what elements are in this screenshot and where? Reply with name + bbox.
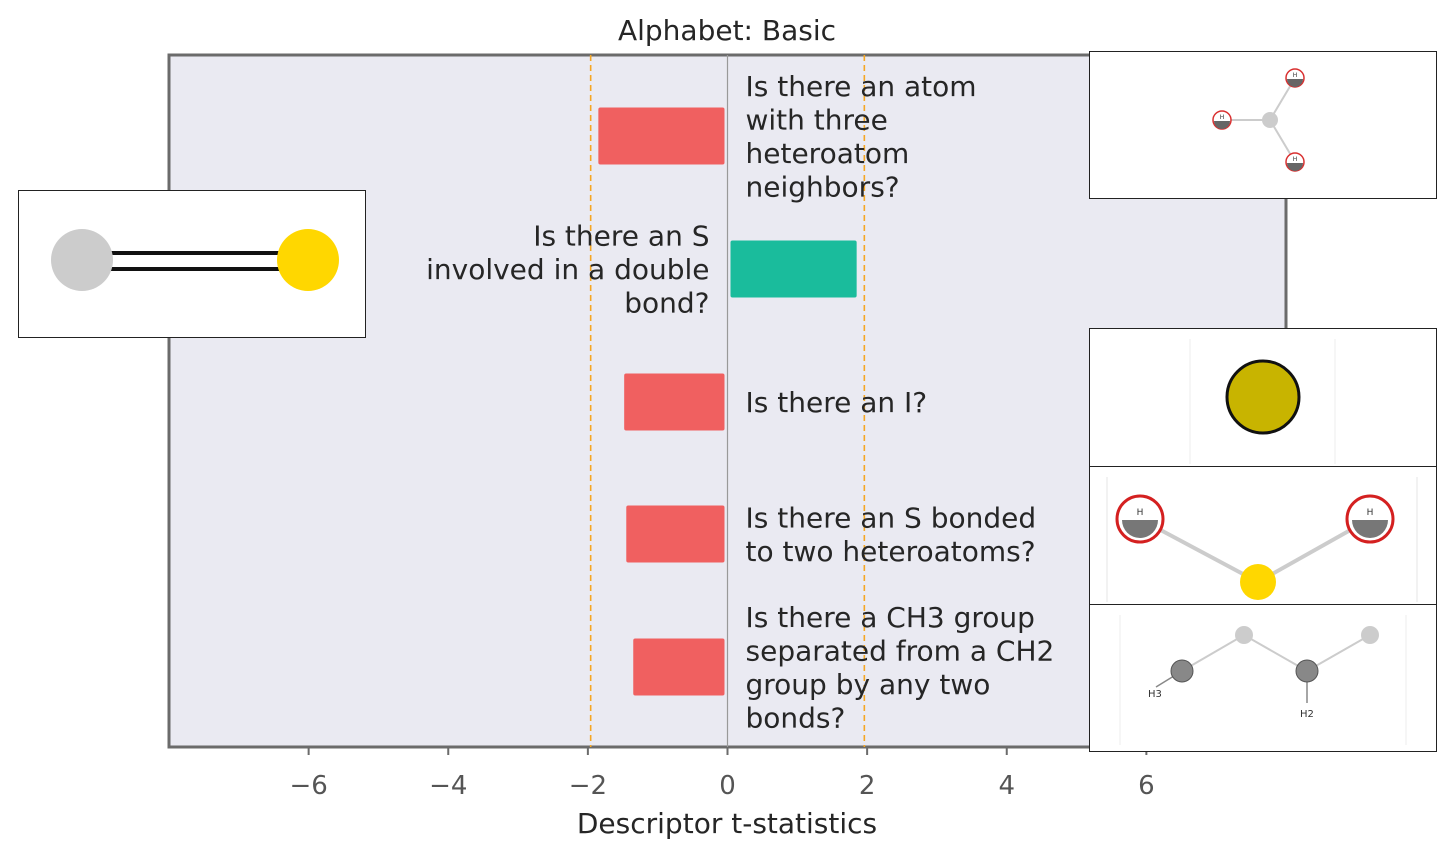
molecule-image-ch3-ch2: H3 H2 [1089,604,1437,752]
x-tick-label: 4 [998,771,1015,801]
h-atom-label: H [1293,72,1298,79]
descriptor-labels-group: Is there an atom with three heteroatom neig… [426,70,1054,735]
h-atom-label: H [1293,156,1298,163]
s-bonded-two-h-icon: H H [1106,477,1418,602]
h2-label: H2 [1300,709,1314,720]
h-atom-label: H [1220,114,1225,121]
chart-title: Alphabet: Basic [618,14,836,47]
significance-lines [589,55,866,747]
molecule-image-s-two-heteroatoms: H H [1089,466,1437,606]
descriptor-label: Is there an S bonded to two heteroatoms? [746,501,1037,568]
central-atom-three-h-neighbors-icon: H H H [1212,68,1305,172]
molecule-image-iodine [1089,328,1437,468]
molecule-image-three-neighbors: H H H [1089,51,1437,199]
c-double-bond-s-icon [51,229,339,291]
bar [730,240,857,298]
x-axis-ticks: −6 −4 −2 0 2 4 6 [289,747,1155,801]
x-axis-label: Descriptor t-statistics [577,807,877,840]
ch3-ch2-chain-icon: H3 H2 [1119,615,1407,745]
h-atom-label: H [1137,508,1144,518]
x-tick-label: 0 [719,771,736,801]
x-tick-label: −4 [429,771,467,801]
x-tick-label: 6 [1138,771,1155,801]
x-tick-label: 2 [859,771,876,801]
h3-label: H3 [1148,689,1162,700]
bar [598,107,725,165]
bar [626,505,725,563]
x-tick-label: −6 [289,771,327,801]
iodine-atom-icon [1189,339,1336,464]
descriptor-label: Is there an atom with three heteroatom neig… [746,70,977,204]
bars-group [598,107,857,696]
descriptor-label: Is there a CH3 group separated from a CH2… [746,601,1055,735]
descriptor-label: Is there an I? [746,386,928,419]
molecule-image-s-double-bond [18,190,366,338]
bar [633,638,725,696]
x-tick-label: −2 [569,771,607,801]
h-atom-label: H [1367,508,1374,518]
bar [624,373,725,431]
